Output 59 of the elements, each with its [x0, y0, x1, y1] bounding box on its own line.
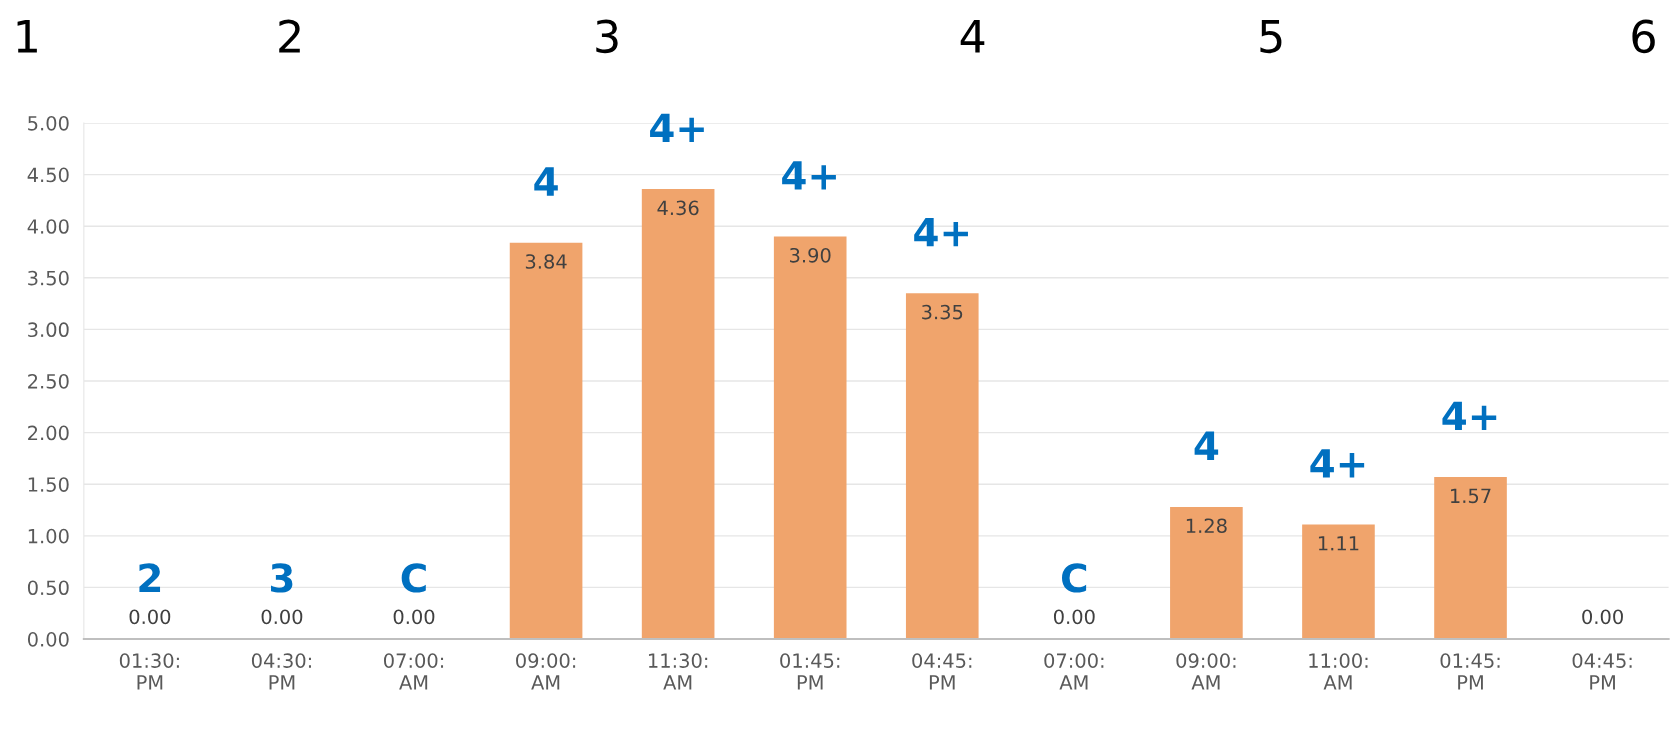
y-tick-label: 0.00	[27, 631, 69, 647]
y-tick-label: 3.00	[28, 322, 69, 338]
x-tick-label: 07:00: AM	[1044, 653, 1104, 690]
y-tick-label: 4.50	[27, 167, 69, 183]
annotation: 4+	[1442, 401, 1497, 431]
data-label: 0.00	[393, 609, 435, 625]
text: 3	[596, 19, 618, 54]
annotation: 4	[534, 167, 558, 196]
x-tick-label: 04:30: PM	[251, 653, 311, 690]
annotation: 4+	[1310, 449, 1365, 478]
x-tick-label: 04:45: PM	[912, 653, 972, 690]
data-label: 4.36	[657, 200, 699, 216]
y-tick-label: 1.50	[28, 477, 69, 492]
y-tick-label: 2.50	[28, 373, 69, 389]
x-tick-label: 01:45: PM	[780, 653, 840, 690]
bar	[773, 236, 847, 640]
annotation: 4+	[782, 161, 836, 190]
data-label: 3.35	[922, 304, 963, 320]
x-tick-label: 09:00: AM	[516, 653, 576, 690]
text: 1	[17, 20, 37, 53]
data-label: 1.11	[1318, 536, 1359, 551]
x-tick-label: 11:30: AM	[648, 653, 708, 690]
data-label: 1.28	[1186, 518, 1227, 534]
x-tick-label: 07:00: AM	[384, 653, 444, 690]
y-tick-label: 1.00	[28, 528, 69, 544]
data-label: 0.00	[261, 609, 303, 625]
data-label: 0.00	[129, 609, 171, 625]
annotation: 2	[139, 563, 161, 593]
data-label: 1.57	[1451, 488, 1491, 504]
bar	[641, 189, 715, 640]
annotation: C	[401, 563, 426, 593]
data-label: 3.90	[790, 247, 831, 263]
text: 6	[1632, 19, 1655, 54]
bar	[509, 242, 583, 640]
text: 4	[960, 20, 985, 53]
data-label: 0.00	[1582, 609, 1623, 625]
y-tick-label: 4.00	[27, 219, 69, 234]
x-tick-label: 01:30: PM	[119, 653, 179, 690]
x-tick-label: 01:45: PM	[1440, 653, 1500, 690]
annotation: 4	[1194, 431, 1219, 460]
y-tick-label: 2.00	[28, 425, 69, 441]
bar	[1434, 476, 1507, 640]
annotation: C	[1062, 563, 1087, 593]
bar	[905, 293, 979, 640]
text: 5	[1260, 20, 1282, 54]
y-tick-label: 0.50	[27, 580, 69, 596]
y-tick-label: 5.00	[28, 115, 69, 131]
data-label: 0.00	[1053, 609, 1095, 625]
annotation: 3	[271, 563, 293, 593]
x-tick-label: 04:45: PM	[1572, 653, 1632, 690]
text: 2	[279, 19, 300, 53]
y-tick-label: 3.50	[28, 270, 69, 286]
annotation: 4+	[914, 217, 968, 247]
bar	[1170, 506, 1243, 640]
x-tick-label: 11:00: AM	[1309, 653, 1368, 690]
data-label: 3.84	[525, 254, 567, 269]
x-tick-label: 09:00: AM	[1176, 653, 1236, 690]
bar	[1302, 524, 1375, 640]
annotation: 4+	[650, 113, 704, 143]
